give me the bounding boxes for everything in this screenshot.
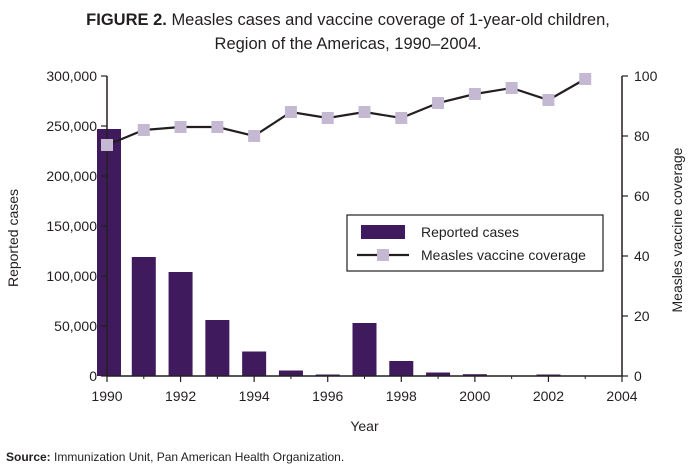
coverage-point-1999 bbox=[432, 97, 445, 109]
x-tick-label: 1990 bbox=[91, 388, 122, 404]
bar-1998 bbox=[389, 361, 414, 376]
coverage-point-1991 bbox=[137, 124, 150, 136]
y2-tick-label: 100 bbox=[634, 68, 658, 84]
chart-title: FIGURE 2. Measles cases and vaccine cove… bbox=[0, 8, 696, 56]
coverage-point-1998 bbox=[395, 112, 408, 124]
bar-1990 bbox=[97, 129, 121, 376]
coverage-point-1995 bbox=[284, 106, 297, 118]
legend-box bbox=[346, 214, 604, 272]
y2-tick-label: 20 bbox=[634, 308, 650, 324]
x-tick-label: 1996 bbox=[312, 388, 343, 404]
legend-marker-swatch bbox=[377, 249, 389, 261]
y-tick-label: 300,000 bbox=[46, 68, 97, 84]
source-note: Source: Immunization Unit, Pan American … bbox=[6, 450, 344, 464]
y2-tick-label: 80 bbox=[634, 128, 650, 144]
coverage-point-2003 bbox=[579, 73, 592, 85]
x-axis-label: Year bbox=[350, 418, 379, 434]
x-tick-label: 2004 bbox=[606, 388, 637, 404]
bar-1994 bbox=[242, 351, 267, 376]
coverage-point-1997 bbox=[358, 106, 371, 118]
y2-tick-label: 40 bbox=[634, 248, 650, 264]
title-line-1: FIGURE 2. Measles cases and vaccine cove… bbox=[0, 8, 696, 32]
y2-tick-label: 0 bbox=[634, 368, 642, 384]
coverage-line bbox=[106, 78, 586, 147]
x-tick-label: 2002 bbox=[533, 388, 564, 404]
y-tick-label: 250,000 bbox=[46, 118, 97, 134]
y-axis-label: Reported cases bbox=[5, 189, 21, 287]
x-tick-label: 1998 bbox=[386, 388, 417, 404]
coverage-point-2000 bbox=[468, 88, 481, 100]
coverage-point-2002 bbox=[542, 94, 555, 106]
y-tick-label: 0 bbox=[89, 368, 97, 384]
x-tick-label: 1994 bbox=[239, 388, 270, 404]
y-tick-label: 200,000 bbox=[46, 168, 97, 184]
coverage-point-1993 bbox=[211, 121, 224, 133]
y2-axis-label: Measles vaccine coverage bbox=[669, 147, 685, 312]
title-text: Measles cases and vaccine coverage of 1-… bbox=[171, 11, 610, 29]
coverage-point-1990 bbox=[101, 139, 113, 151]
coverage-point-1996 bbox=[321, 112, 334, 124]
coverage-point-1992 bbox=[174, 121, 187, 133]
y-tick-label: 100,000 bbox=[46, 268, 97, 284]
y2-tick-label: 60 bbox=[634, 188, 650, 204]
bar-1999 bbox=[426, 372, 451, 376]
y-tick-label: 50,000 bbox=[54, 318, 97, 334]
bar-1992 bbox=[168, 272, 193, 376]
legend-bar-swatch bbox=[361, 225, 405, 239]
y-tick-label: 150,000 bbox=[46, 218, 97, 234]
bar-1991 bbox=[131, 257, 156, 376]
bar-1995 bbox=[278, 370, 303, 376]
legend-label-coverage: Measles vaccine coverage bbox=[421, 247, 586, 263]
coverage-point-2001 bbox=[505, 82, 518, 94]
legend-label-cases: Reported cases bbox=[421, 224, 519, 240]
x-tick-label: 2000 bbox=[459, 388, 490, 404]
bar-2000 bbox=[462, 374, 487, 376]
bar-1993 bbox=[205, 320, 230, 376]
title-line-2: Region of the Americas, 1990–2004. bbox=[214, 35, 482, 53]
figure-label: FIGURE 2. bbox=[86, 11, 167, 29]
source-label: Source: bbox=[6, 450, 51, 464]
x-tick-label: 1992 bbox=[165, 388, 196, 404]
source-text: Immunization Unit, Pan American Health O… bbox=[54, 450, 345, 464]
coverage-point-1994 bbox=[248, 130, 261, 142]
bar-1997 bbox=[352, 323, 377, 376]
